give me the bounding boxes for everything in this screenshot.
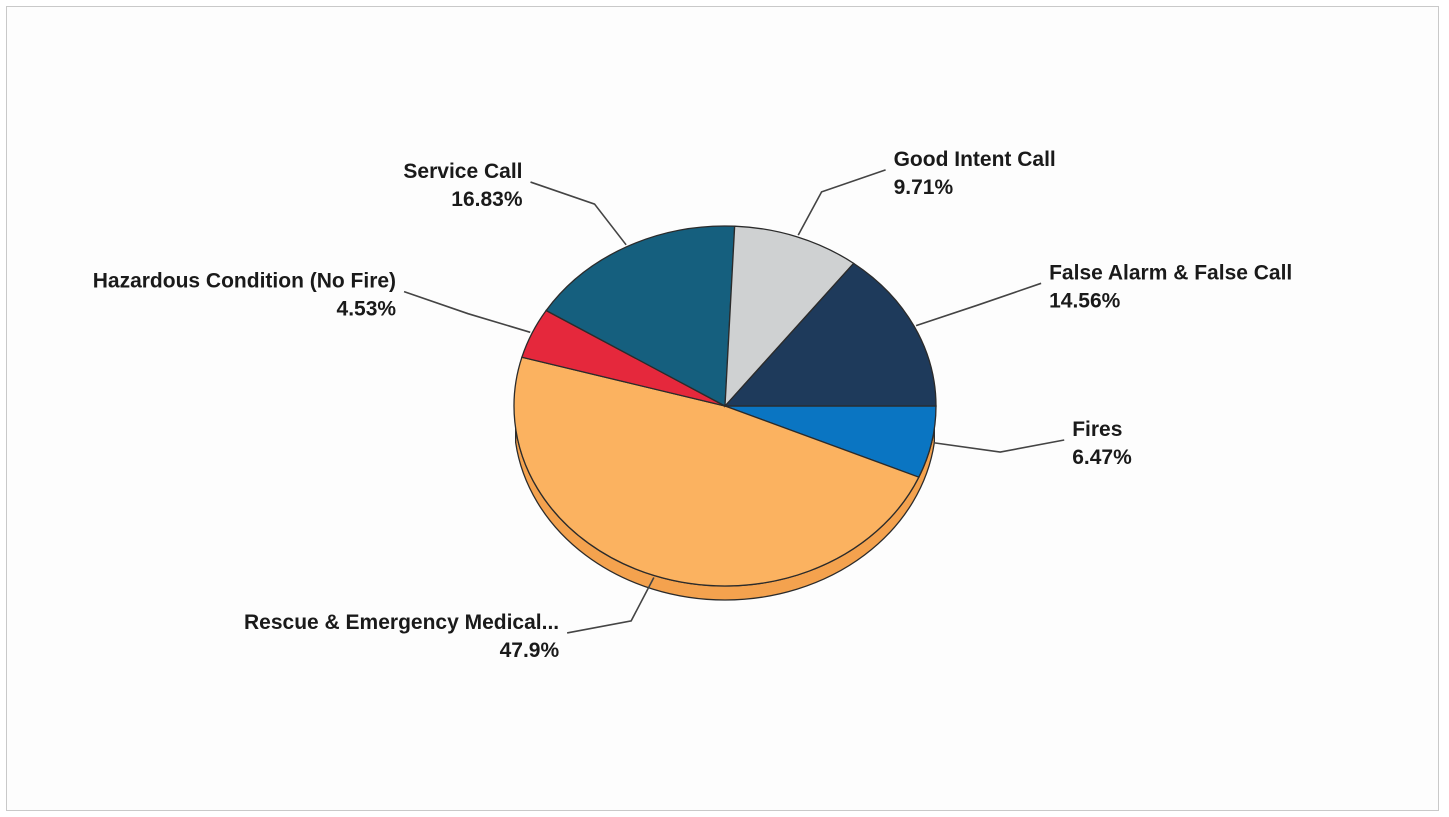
slice-value-rescue-emergency-medical: 47.9% (500, 639, 560, 662)
leader-line-good-intent-call (797, 169, 886, 236)
slice-label-false-alarm-false-call: False Alarm & False Call (1049, 261, 1292, 284)
slice-label-service-call: Service Call (403, 160, 522, 183)
leader-line-hazardous-condition-no-fire (403, 290, 531, 334)
pie-slice-false-alarm-false-call (723, 262, 937, 407)
slice-value-good-intent-call: 9.71% (894, 176, 954, 199)
slice-label-good-intent-call: Good Intent Call (894, 148, 1056, 171)
slice-label-fires: Fires (1072, 418, 1122, 441)
chart-frame: Fires 6.47% Rescue & Emergency Medical... 4… (6, 6, 1439, 811)
pie-slice-good-intent-call (724, 225, 855, 408)
slice-label-rescue-emergency-medical: Rescue & Emergency Medical... (244, 611, 559, 634)
leader-line-service-call (530, 181, 627, 246)
leader-line-rescue-emergency-medical (566, 577, 655, 634)
slice-value-service-call: 16.83% (451, 188, 523, 211)
leader-line-fires (933, 439, 1065, 453)
slice-value-fires: 6.47% (1072, 446, 1132, 469)
pie-slice-rescue-emergency-medical (513, 356, 920, 587)
slice-value-hazardous-condition-no-fire: 4.53% (337, 298, 397, 321)
pie-chart: Fires 6.47% Rescue & Emergency Medical... 4… (93, 148, 1293, 662)
pie-slice-service-call (545, 225, 736, 408)
leader-line-false-alarm-false-call (915, 282, 1042, 327)
slice-label-hazardous-condition-no-fire: Hazardous Condition (No Fire) (93, 270, 396, 293)
slice-value-false-alarm-false-call: 14.56% (1049, 289, 1121, 312)
